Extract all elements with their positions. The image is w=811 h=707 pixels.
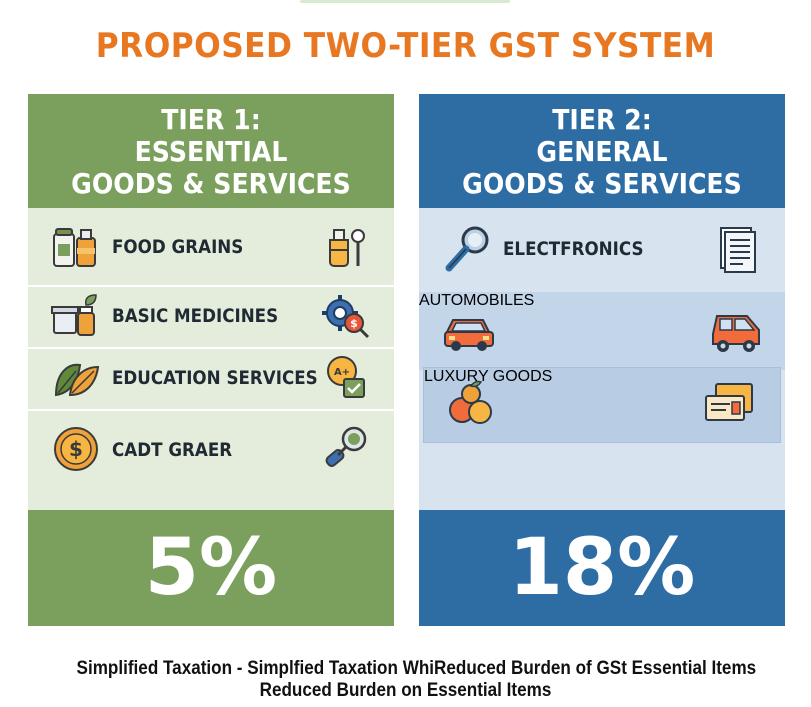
tier1-header-line3: GOODS & SERVICES	[71, 167, 351, 200]
tier2-header: TIER 2: GENERAL GOODS & SERVICES	[419, 94, 785, 208]
svg-text:$: $	[350, 317, 358, 330]
footnote-line1-right: - Simplfied Taxation WhiReduced Burden o…	[236, 658, 757, 679]
tier1-item-basic-medicines: BASIC MEDICINES $	[28, 287, 394, 349]
jars-icon	[53, 228, 96, 267]
tier1-header-line2: ESSENTIAL	[134, 135, 288, 168]
top-accent-bar	[300, 0, 510, 3]
gear-icon: $	[322, 295, 370, 339]
document-icon	[720, 227, 756, 273]
fruit-icon	[449, 380, 492, 424]
tier2-header-line1: TIER 2:	[552, 103, 652, 136]
magnifier-icon	[445, 226, 489, 272]
tier2-item-luxury-goods: LUXURY GOODS	[423, 367, 781, 443]
tier1-item-label: FOOD GRAINS	[112, 236, 244, 258]
tier1-item-cadt-graer: $ CADT GRAER	[28, 411, 394, 491]
footnote-line1-left: Simplified Taxation	[76, 658, 233, 679]
magnifier-icon	[325, 426, 367, 467]
flask-icon	[329, 229, 365, 267]
badge-icon: A+	[327, 356, 365, 398]
tier1-header-line1: TIER 1:	[161, 103, 261, 136]
tier2-item-electronics: ELECTFRONICS	[419, 208, 785, 292]
tier2-rate: 18%	[419, 510, 785, 626]
tier2-header-line2: GENERAL	[536, 135, 668, 168]
svg-text:A+: A+	[334, 367, 350, 378]
tier2-panel: TIER 2: GENERAL GOODS & SERVICES ELECTFR…	[419, 94, 785, 626]
coin-icon: $	[54, 427, 98, 471]
tier2-item-automobiles: AUTOMOBILES	[419, 292, 785, 370]
tier1-item-label: BASIC MEDICINES	[112, 305, 279, 327]
tier1-header: TIER 1: ESSENTIAL GOODS & SERVICES	[28, 94, 394, 208]
page-title: PROPOSED TWO-TIER GST SYSTEM	[95, 26, 716, 66]
tier1-rate: 5%	[28, 510, 394, 626]
medicine-icon	[51, 294, 97, 336]
tier1-item-education-services: EDUCATION SERVICES A+	[28, 349, 394, 411]
car-icon	[444, 319, 494, 351]
tier2-item-label: LUXURY GOODS	[424, 368, 553, 385]
car-icon	[712, 315, 760, 352]
tier1-item-label: EDUCATION SERVICES	[112, 367, 318, 389]
tier2-item-label: ELECTFRONICS	[503, 238, 644, 260]
tier2-header-line3: GOODS & SERVICES	[462, 167, 742, 200]
tier1-item-food-grains: FOOD GRAINS	[28, 208, 394, 287]
leaf-icon	[54, 363, 100, 397]
tier2-item-label: AUTOMOBILES	[419, 292, 535, 309]
card-icon	[705, 383, 753, 421]
footnote-line2: Reduced Burden on Essential Items	[259, 680, 552, 701]
tier1-item-label: CADT GRAER	[112, 439, 233, 461]
svg-text:$: $	[69, 437, 83, 461]
tier1-panel: TIER 1: ESSENTIAL GOODS & SERVICES FOOD …	[28, 94, 394, 626]
